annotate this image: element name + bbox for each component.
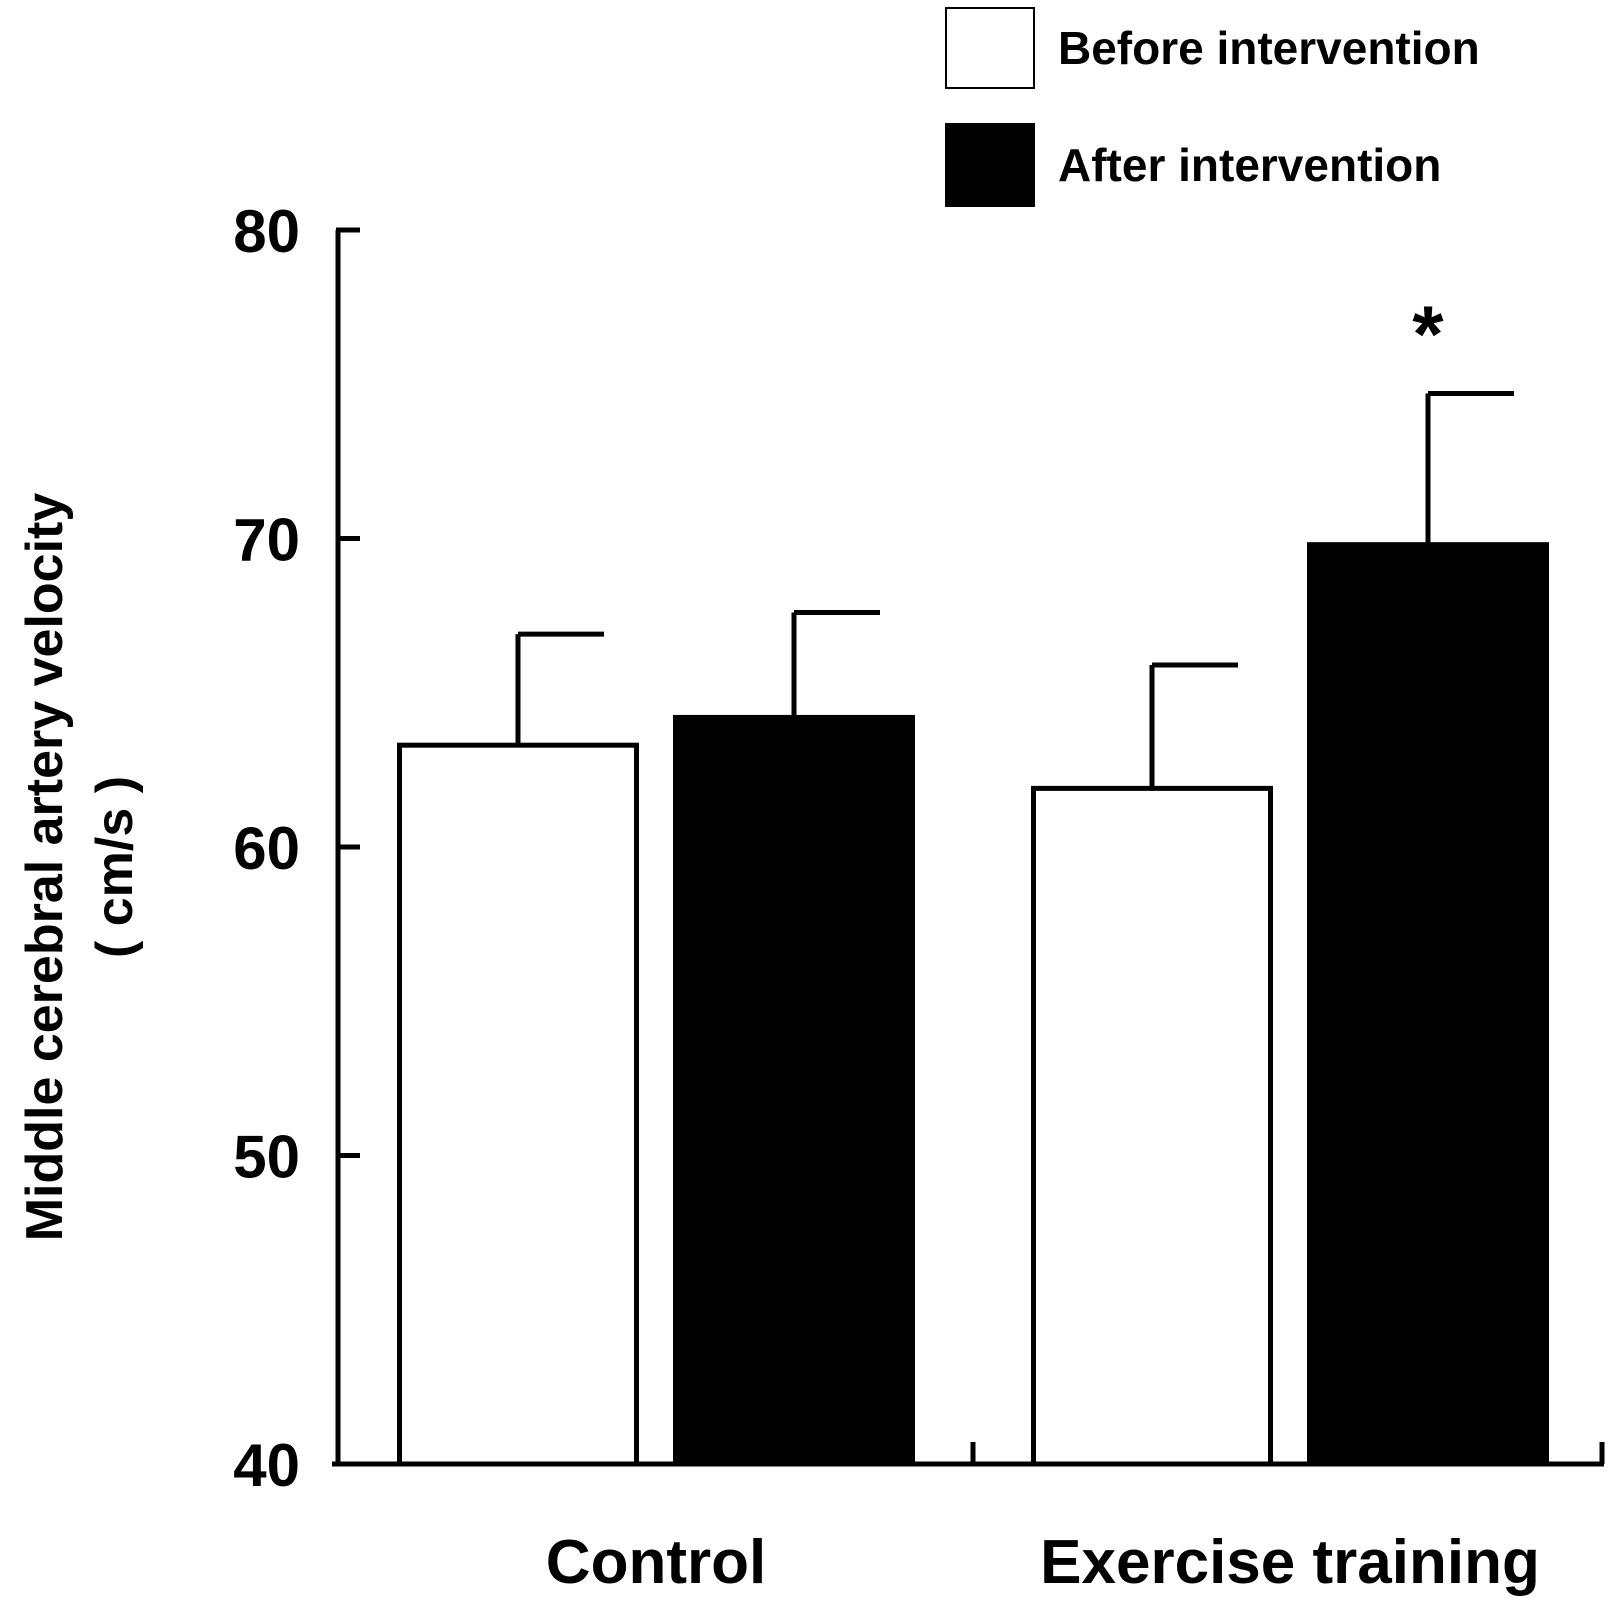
legend-swatch: [946, 8, 1034, 88]
y-axis-title: Middle cerebral artery velocity: [16, 493, 74, 1242]
significance-marker: *: [1412, 290, 1444, 379]
bar: [1034, 788, 1271, 1464]
y-tick-label: 40: [233, 1432, 300, 1499]
x-category-label: Control: [546, 1528, 766, 1597]
bar: [676, 717, 913, 1464]
bar: [1310, 545, 1547, 1464]
y-tick-label: 50: [233, 1124, 300, 1191]
y-tick-label: 70: [233, 507, 300, 574]
y-tick-label: 80: [233, 198, 300, 265]
y-tick-label: 60: [233, 815, 300, 882]
legend-label: After intervention: [1058, 139, 1441, 191]
legend-swatch: [946, 124, 1034, 206]
legend-label: Before intervention: [1058, 22, 1480, 74]
bar: [400, 745, 637, 1464]
chart-canvas: 40 50 60 70 80 * Control Exercise training Middl…: [0, 0, 1622, 1604]
legend: Before intervention After intervention: [946, 8, 1480, 206]
x-category-label: Exercise training: [1040, 1528, 1540, 1597]
bars: [400, 545, 1547, 1464]
y-axis-unit: ( cm/s ): [86, 776, 144, 958]
bar-chart: 40 50 60 70 80 * Control Exercise training Middl…: [0, 0, 1622, 1604]
